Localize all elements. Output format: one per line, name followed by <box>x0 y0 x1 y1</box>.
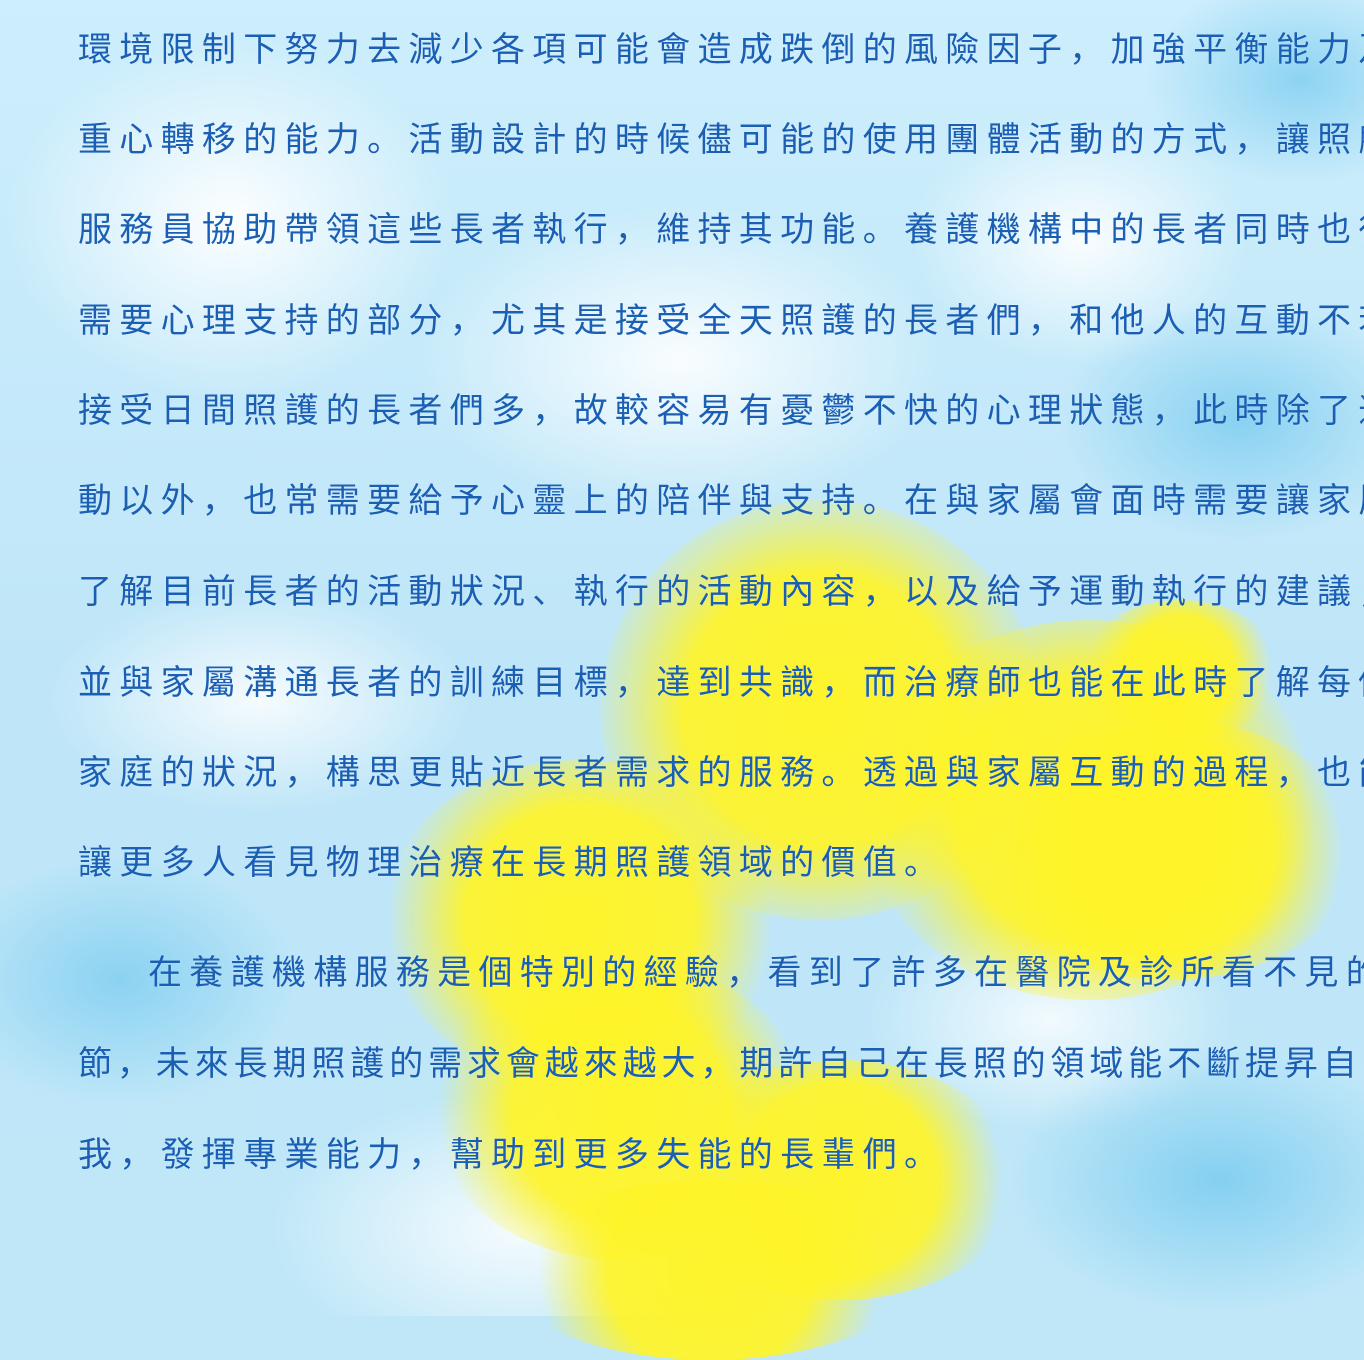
yellow-blob <box>980 720 1360 980</box>
text-line: 環境限制下努力去減少各項可能會造成跌倒的風險因子，加強平衡能力及 <box>78 30 1364 70</box>
text-line: 節，未來長期照護的需求會越來越大，期許自己在長照的領域能不斷提昇自 <box>78 1044 1362 1084</box>
text-line: 重心轉移的能力。活動設計的時候儘可能的使用團體活動的方式，讓照顧 <box>78 120 1364 160</box>
text-line: 動以外，也常需要給予心靈上的陪伴與支持。在與家屬會面時需要讓家屬 <box>78 481 1364 521</box>
text-line: 讓更多人看見物理治療在長期照護領域的價值。 <box>78 843 946 883</box>
text-line: 服務員協助帶領這些長者執行，維持其功能。養護機構中的長者同時也很 <box>78 210 1364 250</box>
yellow-blob <box>500 1180 920 1360</box>
text-line: 在養護機構服務是個特別的經驗，看到了許多在醫院及診所看不見的細 <box>148 953 1364 993</box>
text-line: 並與家屬溝通長者的訓練目標，達到共識，而治療師也能在此時了解每個 <box>78 663 1364 703</box>
yellow-blob <box>1080 600 1280 740</box>
text-line: 我，發揮專業能力，幫助到更多失能的長輩們。 <box>78 1135 946 1175</box>
text-line: 家庭的狀況，構思更貼近長者需求的服務。透過與家屬互動的過程，也能 <box>78 753 1364 793</box>
text-line: 需要心理支持的部分，尤其是接受全天照護的長者們，和他人的互動不若 <box>78 301 1364 341</box>
text-line: 接受日間照護的長者們多，故較容易有憂鬱不快的心理狀態，此時除了運 <box>78 391 1364 431</box>
text-line: 了解目前長者的活動狀況、執行的活動內容，以及給予運動執行的建議， <box>78 572 1364 612</box>
